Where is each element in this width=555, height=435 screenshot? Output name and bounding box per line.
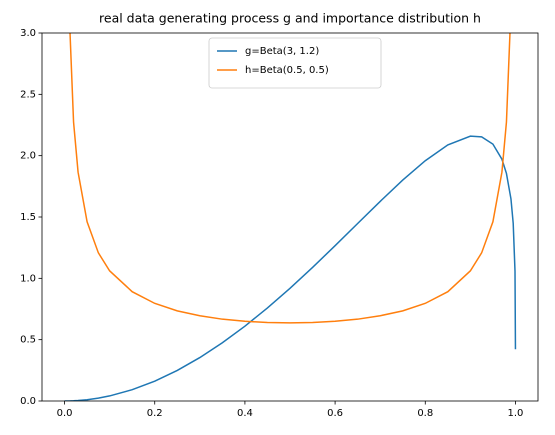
series-line	[64, 135, 517, 401]
series-line	[69, 33, 511, 324]
y-tick-label: 1.0	[20, 273, 36, 284]
x-tick-label: 0.2	[147, 408, 163, 419]
legend-box	[208, 37, 382, 89]
x-tick-label: 0.0	[57, 408, 73, 419]
x-tick-label: 0.4	[237, 408, 253, 419]
y-tick-label: 2.5	[20, 89, 36, 100]
legend-label: h=Beta(0.5, 0.5)	[245, 65, 329, 76]
x-tick-label: 0.6	[327, 408, 343, 419]
legend-label: g=Beta(3, 1.2)	[245, 46, 319, 57]
y-tick-label: 0.5	[20, 335, 36, 346]
x-tick-label: 1.0	[508, 408, 524, 419]
y-tick-label: 3.0	[20, 28, 36, 39]
x-tick-label: 0.8	[417, 408, 433, 419]
chart-title: real data generating process g and impor…	[99, 11, 481, 26]
axes-frame	[41, 32, 539, 402]
y-tick-label: 0.0	[20, 396, 36, 407]
y-tick-label: 2.0	[20, 151, 36, 162]
plot-area	[64, 33, 517, 401]
y-tick-label: 1.5	[20, 212, 36, 223]
